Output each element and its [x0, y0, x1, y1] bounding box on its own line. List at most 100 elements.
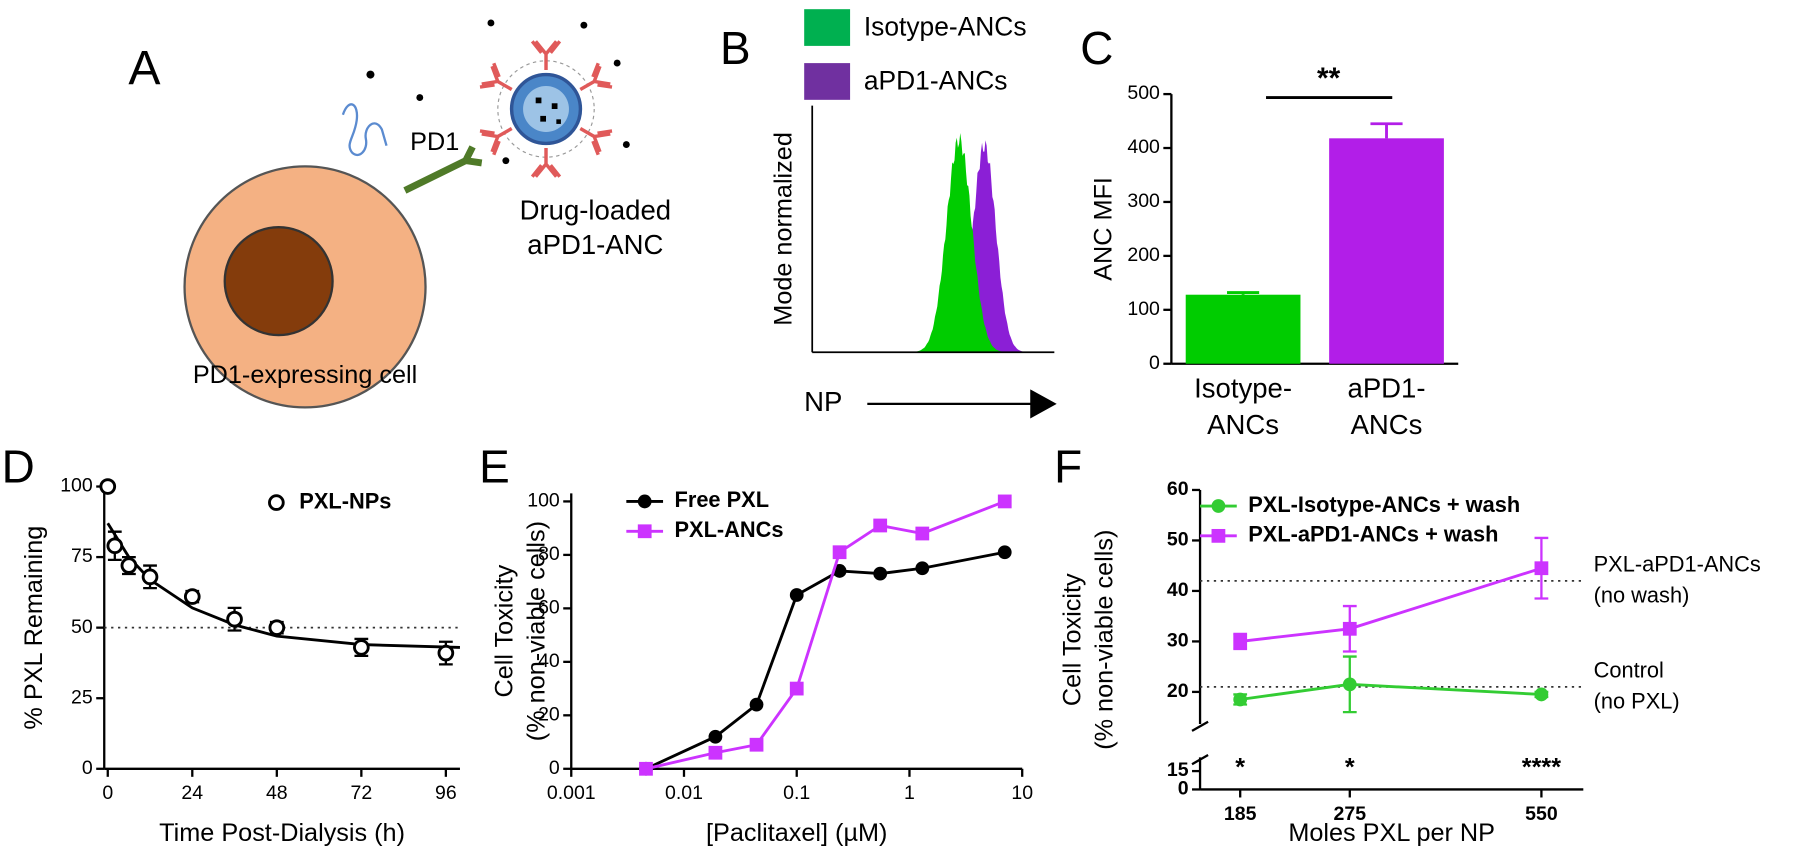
x-axis-label: [Paclitaxel] (µM): [706, 819, 887, 847]
legend-swatch: [804, 9, 851, 46]
x-tick-label: 72: [350, 782, 372, 804]
marker: [637, 494, 652, 509]
y-tick-label: 0: [549, 757, 560, 779]
significance: *: [1345, 753, 1355, 781]
marker: [789, 681, 804, 696]
histogram-curve: [938, 140, 1031, 353]
marker: [1534, 687, 1549, 702]
legend-item: PXL-Isotype-ANCs + wash: [1200, 492, 1520, 517]
y-tick-label: 50: [71, 616, 93, 638]
y-tick-label: 30: [1167, 630, 1189, 652]
marker: [1342, 677, 1357, 692]
panel-letter: D: [2, 441, 35, 493]
y-tick-label: 60: [538, 597, 560, 619]
marker: [437, 644, 455, 662]
y-tick-label: 100: [1127, 298, 1160, 320]
reference-label: Control: [1594, 658, 1664, 683]
y-tick-label: 40: [1167, 579, 1189, 601]
legend-label: Isotype-ANCs: [864, 12, 1027, 42]
reference-label: (no PXL): [1594, 689, 1680, 714]
y-axis-label: Cell Toxicity: [491, 564, 519, 697]
marker: [141, 568, 159, 586]
x-tick-label: ANCs: [1351, 409, 1423, 440]
y-tick-label: 0: [1149, 352, 1160, 374]
marker: [1211, 528, 1226, 543]
x-tick-label: Isotype-: [1194, 372, 1292, 403]
y-axis-label: Cell Toxicity: [1059, 573, 1087, 706]
legend-item: PXL-ANCs: [626, 517, 784, 542]
significance: **: [1317, 62, 1341, 95]
x-tick-label: 1: [904, 782, 915, 804]
y-tick-label: 75: [71, 545, 93, 567]
x-tick-label: aPD1-: [1348, 372, 1426, 403]
marker: [708, 729, 723, 744]
y-axis-label: % PXL Remaining: [20, 526, 48, 730]
legend-item: PXL-aPD1-ANCs + wash: [1200, 522, 1498, 547]
marker: [915, 526, 930, 541]
particle-core: [523, 86, 569, 132]
bar: [1185, 294, 1301, 364]
cell-label: PD1-expressing cell: [193, 361, 417, 389]
y-tick-label: 200: [1127, 244, 1160, 266]
marker: [789, 588, 804, 602]
marker: [268, 619, 286, 636]
y-tick-label: 25: [71, 686, 93, 708]
marker: [1233, 692, 1248, 707]
x-tick-label: 0: [102, 782, 113, 804]
y-tick-label: 300: [1127, 190, 1160, 212]
marker: [99, 478, 117, 495]
particle-label: Drug-loaded: [520, 195, 671, 226]
x-tick-label: 10: [1011, 782, 1033, 804]
marker: [183, 588, 201, 605]
x-tick-label: 0.001: [547, 782, 596, 804]
y-tick-label: 400: [1127, 136, 1160, 158]
bar: [1329, 138, 1444, 364]
reference-label: PXL-aPD1-ANCs: [1594, 552, 1761, 577]
marker: [1534, 561, 1549, 576]
marker: [708, 745, 723, 760]
receptor-label: PD1: [410, 128, 459, 156]
panel-letter: A: [128, 41, 161, 95]
y-axis-label: Mode normalized: [769, 132, 797, 326]
nucleus: [223, 226, 334, 337]
marker: [997, 545, 1012, 560]
x-tick-label: 24: [181, 782, 203, 804]
x-tick-label: 96: [435, 782, 457, 804]
reference-label: (no wash): [1594, 583, 1690, 608]
marker: [1211, 499, 1226, 513]
y-tick-label: 40: [538, 650, 560, 672]
marker: [915, 561, 930, 576]
significance: ****: [1522, 753, 1561, 781]
y-tick-label: 0: [1178, 778, 1189, 800]
axes: 015 20 30 40 50 60 185 275 550: [1167, 478, 1584, 825]
panel-letter: F: [1054, 441, 1082, 493]
marker: [749, 737, 764, 752]
marker: [637, 524, 652, 539]
marker: [1233, 634, 1248, 649]
marker: [226, 610, 243, 628]
y-axis-label: ANC MFI: [1089, 177, 1117, 281]
legend-label: PXL-ANCs: [675, 517, 784, 542]
y-tick-label: 50: [1167, 529, 1189, 551]
y-axis-line: [1191, 489, 1209, 790]
x-tick-label: ANCs: [1207, 409, 1279, 440]
y-tick-label: 20: [538, 703, 560, 725]
x-axis-label: Moles PXL per NP: [1288, 819, 1495, 847]
error-bar: [1227, 291, 1260, 295]
marker: [873, 566, 888, 581]
x-tick-label: 275: [1334, 803, 1367, 825]
histogram-curve: [908, 132, 1010, 353]
drug-dots: [366, 19, 630, 165]
marker: [639, 761, 653, 776]
marker: [268, 494, 285, 511]
legend-label: PXL-Isotype-ANCs + wash: [1248, 492, 1520, 517]
y-tick-label: 500: [1127, 82, 1160, 104]
panel-letter: B: [720, 22, 751, 74]
legend-item: PXL-NPs: [268, 488, 391, 513]
x-arrow: [867, 389, 1057, 419]
x-axis-label: NP: [804, 386, 842, 417]
panel-letter: E: [479, 441, 510, 493]
series-line: [645, 550, 1006, 771]
